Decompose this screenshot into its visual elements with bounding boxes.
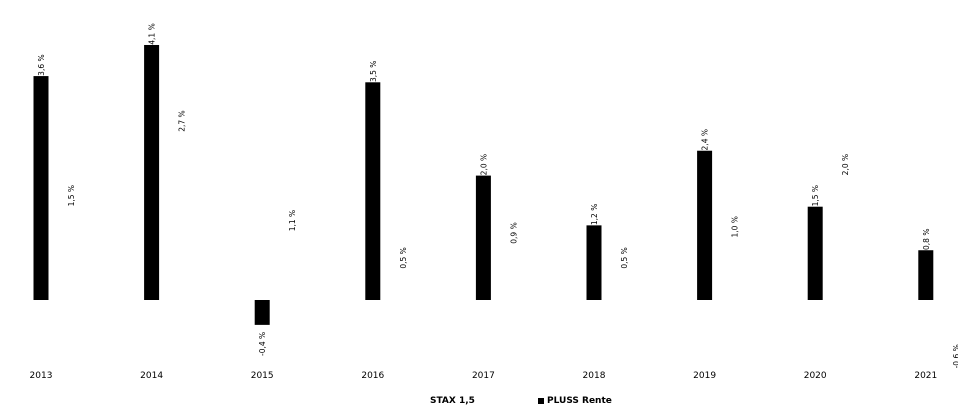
legend-label-pluss: PLUSS Rente [547,396,612,406]
x-tick-label: 2014 [140,371,163,381]
bar-pluss-rente-2014 [144,44,160,301]
x-axis-ticks: 2013 2014 2015 2016 2017 2018 2019 2020 2021 [30,371,938,381]
bar-pluss-rente-2015 [254,300,270,325]
data-label-stax-2017: 0,9 % [509,222,518,243]
x-tick-label: 2021 [914,371,937,381]
x-tick-label: 2016 [361,371,384,381]
bar-pluss-rente-2016 [365,82,381,300]
bar-pluss-rente-2017 [475,175,491,300]
bar-pluss-rente-2013 [33,76,49,300]
data-label-pluss-rente-2015: -0,4 % [258,332,267,356]
legend-item-stax: STAX 1,5 [430,396,475,406]
legend-swatch-pluss [538,397,544,404]
data-label-stax-2021: -0,6 % [952,344,958,368]
data-label-pluss-rente-2017: 2,0 % [479,154,488,175]
data-labels-group: 3,6 % 1,5 % 4,1 % 2,7 % -0,4 % 1,1 % 3,5 % 0,5 … [37,23,958,368]
data-label-pluss-rente-2020: 1,5 % [811,185,820,206]
data-label-stax-2016: 0,5 % [399,247,408,268]
data-label-pluss-rente-2018: 1,2 % [590,204,599,225]
x-tick-label: 2017 [472,371,495,381]
x-tick-label: 2019 [693,371,716,381]
data-label-stax-2020: 2,0 % [841,154,850,175]
data-label-pluss-rente-2016: 3,5 % [369,61,378,82]
bars-group [33,44,934,325]
bar-pluss-rente-2018 [586,225,602,300]
legend-label-stax: STAX 1,5 [430,396,475,406]
data-label-stax-2014: 2,7 % [178,110,187,131]
x-tick-label: 2018 [583,371,606,381]
legend-item-pluss: PLUSS Rente [538,396,612,406]
data-label-stax-2019: 1,0 % [731,216,740,237]
x-tick-label: 2015 [251,371,274,381]
bar-pluss-rente-2019 [697,150,713,300]
data-label-pluss-rente-2019: 2,4 % [701,129,710,150]
x-tick-label: 2020 [804,371,827,381]
bar-pluss-rente-2021 [918,250,934,300]
data-label-stax-2015: 1,1 % [288,210,297,231]
data-label-pluss-rente-2014: 4,1 % [148,23,157,44]
data-label-pluss-rente-2013: 3,6 % [37,54,46,75]
x-tick-label: 2013 [30,371,53,381]
data-label-stax-2018: 0,5 % [620,247,629,268]
data-label-pluss-rente-2021: 0,8 % [922,229,931,250]
data-label-stax-2013: 1,5 % [67,185,76,206]
legend: STAX 1,5 PLUSS Rente [0,396,958,410]
bar-pluss-rente-2020 [807,206,823,300]
